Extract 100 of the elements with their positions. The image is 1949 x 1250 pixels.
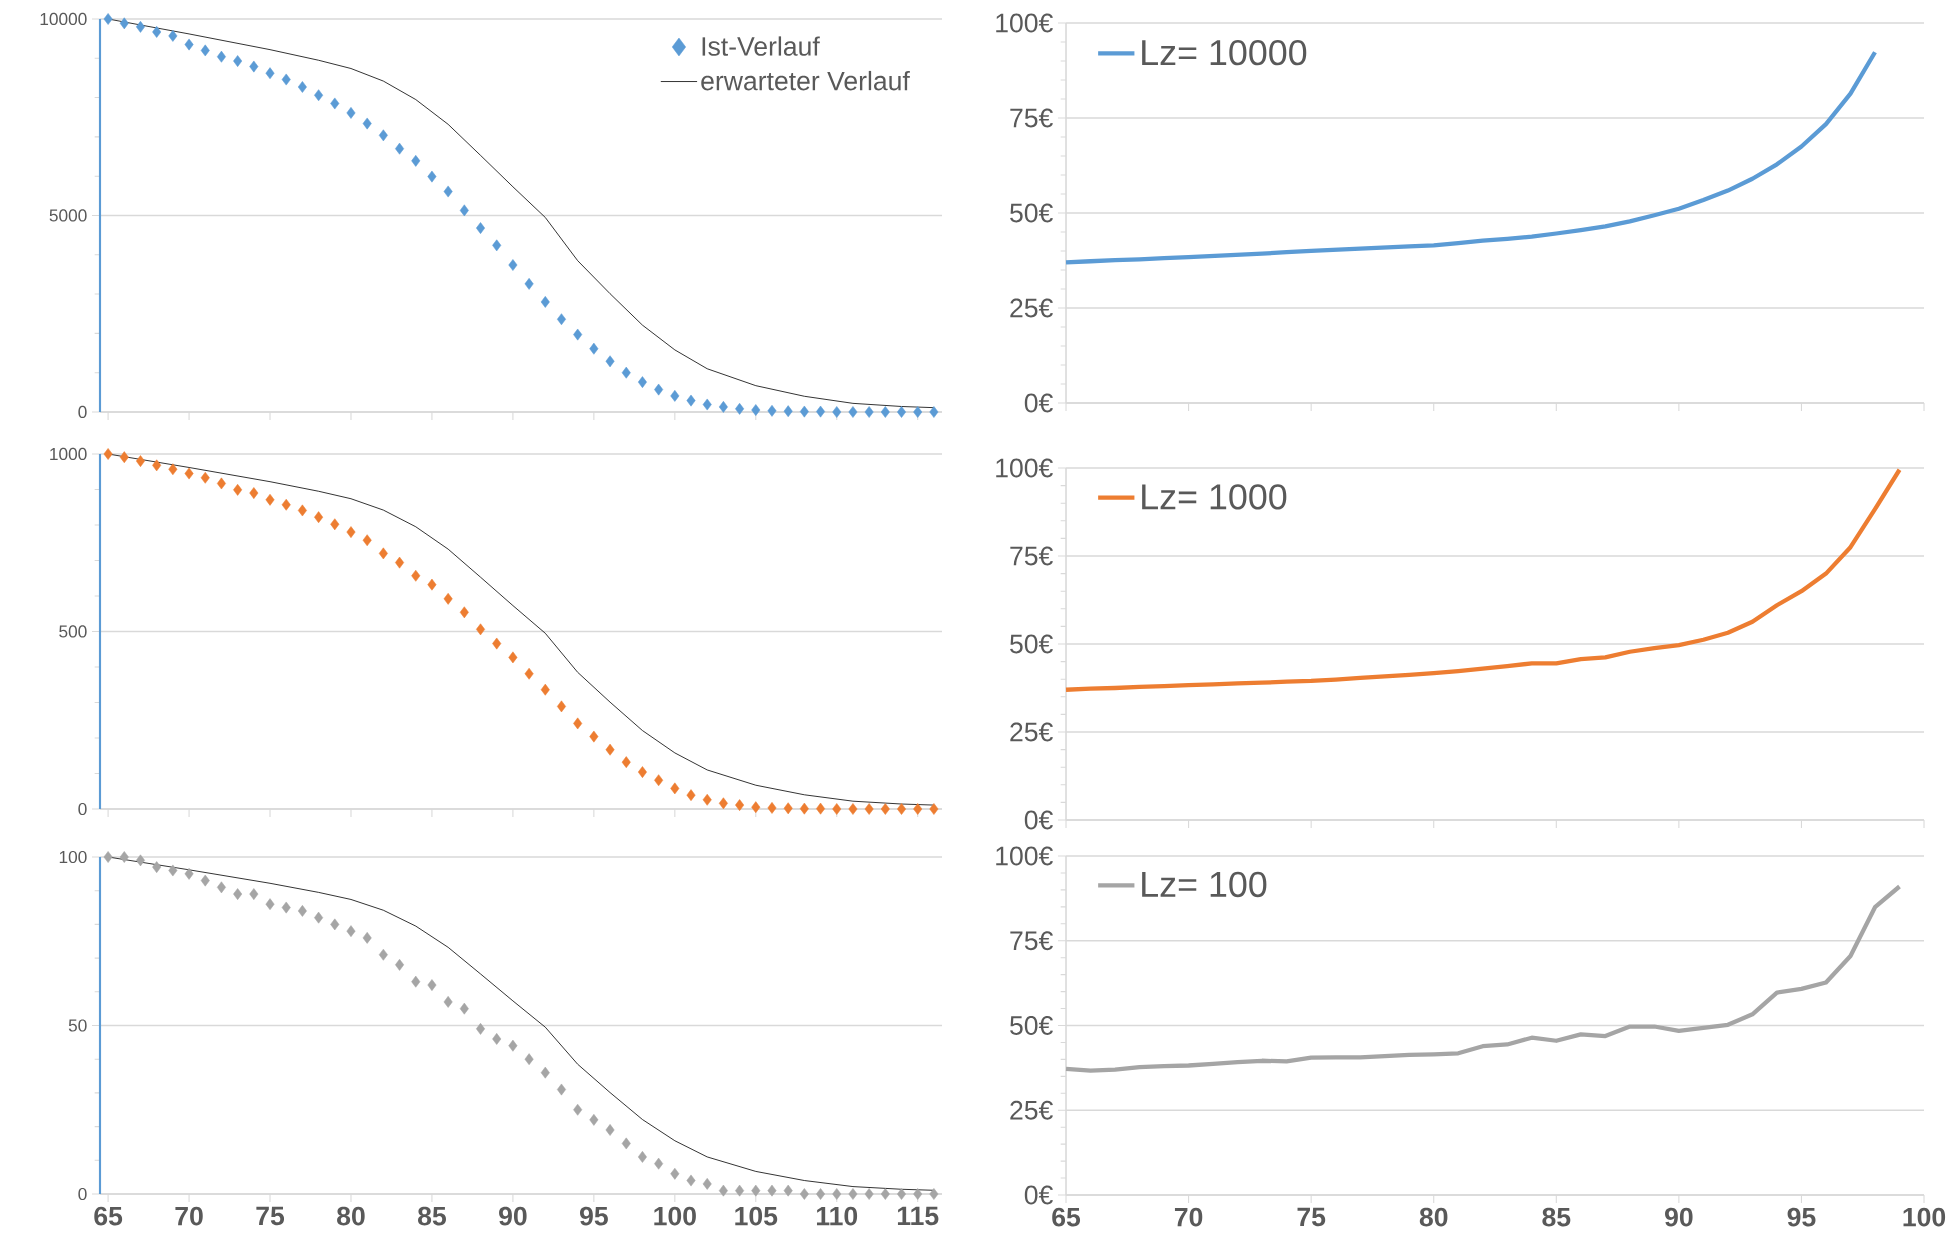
point (443, 996, 453, 1008)
y-tick-label: 50€ (1010, 203, 1053, 223)
legend-label: Lz= 1000 (1142, 484, 1287, 510)
point (929, 803, 939, 815)
point (702, 793, 712, 806)
x-tick-label: 110 (816, 1206, 858, 1226)
point (929, 406, 939, 418)
x-tick-label: 95 (1787, 1207, 1816, 1227)
y-tick-label: 50€ (1010, 1016, 1053, 1035)
point (314, 911, 324, 924)
y-tick-label: 100 (59, 850, 87, 864)
point (508, 259, 518, 271)
point (411, 975, 421, 988)
point (265, 67, 275, 80)
point (686, 394, 696, 407)
y-tick-label: 0€ (1024, 393, 1053, 413)
y-tick-label: 1000 (50, 447, 87, 461)
point (816, 802, 826, 815)
point (621, 366, 631, 379)
point (897, 406, 906, 418)
point (427, 170, 437, 183)
x-tick-label: 105 (735, 1206, 778, 1226)
point (281, 498, 291, 511)
point (864, 803, 874, 815)
x-tick-label: 100 (1903, 1207, 1946, 1227)
point (314, 89, 324, 102)
point (362, 117, 372, 130)
point (573, 717, 583, 730)
point (152, 26, 162, 38)
y-tick-label: 0 (78, 802, 87, 816)
point (848, 406, 858, 418)
point (751, 404, 761, 416)
y-tick-label: 100€ (996, 846, 1053, 866)
point (605, 743, 615, 756)
point (735, 402, 745, 415)
point (249, 487, 259, 499)
point (395, 556, 405, 569)
point (459, 1002, 469, 1015)
point (152, 459, 162, 472)
point (281, 901, 291, 914)
point (524, 278, 534, 290)
point (476, 1023, 485, 1035)
point (735, 799, 745, 811)
y-tick-label: 0€ (1024, 1185, 1053, 1205)
point (233, 888, 243, 900)
point (718, 401, 728, 413)
point (605, 355, 615, 368)
point (897, 803, 906, 815)
point (378, 547, 388, 560)
point (702, 1178, 712, 1190)
point (200, 874, 210, 887)
point (216, 881, 226, 894)
point (297, 504, 307, 517)
point (249, 60, 259, 73)
point (492, 239, 502, 252)
point (200, 44, 210, 57)
point (718, 1184, 728, 1197)
point (508, 1039, 518, 1052)
y-tick-label: 0 (78, 405, 87, 419)
point (492, 1033, 502, 1045)
point (395, 142, 405, 155)
point (540, 1066, 550, 1079)
point (589, 730, 599, 743)
point (346, 526, 356, 538)
point (443, 592, 453, 605)
point (686, 789, 696, 802)
x-tick-label: 65 (94, 1206, 123, 1226)
legend-label: erwarteter Verlauf (701, 70, 910, 91)
point (816, 405, 826, 418)
point (362, 932, 372, 944)
point (621, 1137, 631, 1150)
point (637, 376, 647, 388)
point (362, 534, 372, 547)
y-tick-label: 50 (68, 1019, 87, 1032)
y-tick-label: 25€ (1010, 1100, 1053, 1120)
y-tick-label: 50€ (1010, 634, 1053, 654)
point (686, 1174, 696, 1187)
point (654, 1157, 664, 1170)
point (119, 451, 129, 464)
y-tick-label: 5000 (49, 209, 87, 222)
point (880, 406, 890, 418)
point (864, 406, 874, 418)
x-tick-label: 65 (1052, 1207, 1081, 1227)
point (443, 185, 453, 198)
point (848, 803, 858, 815)
point (832, 1188, 842, 1200)
point (816, 1188, 826, 1200)
point (152, 861, 162, 873)
point (314, 511, 324, 524)
point (103, 13, 113, 25)
point (524, 1053, 534, 1066)
point (913, 406, 923, 418)
point (411, 569, 421, 582)
point (346, 925, 356, 937)
point (540, 296, 550, 308)
y-tick-label: 0 (78, 1187, 87, 1201)
point (670, 1167, 680, 1180)
point (621, 756, 631, 768)
x-tick-label: 70 (175, 1206, 203, 1226)
point (184, 867, 194, 880)
